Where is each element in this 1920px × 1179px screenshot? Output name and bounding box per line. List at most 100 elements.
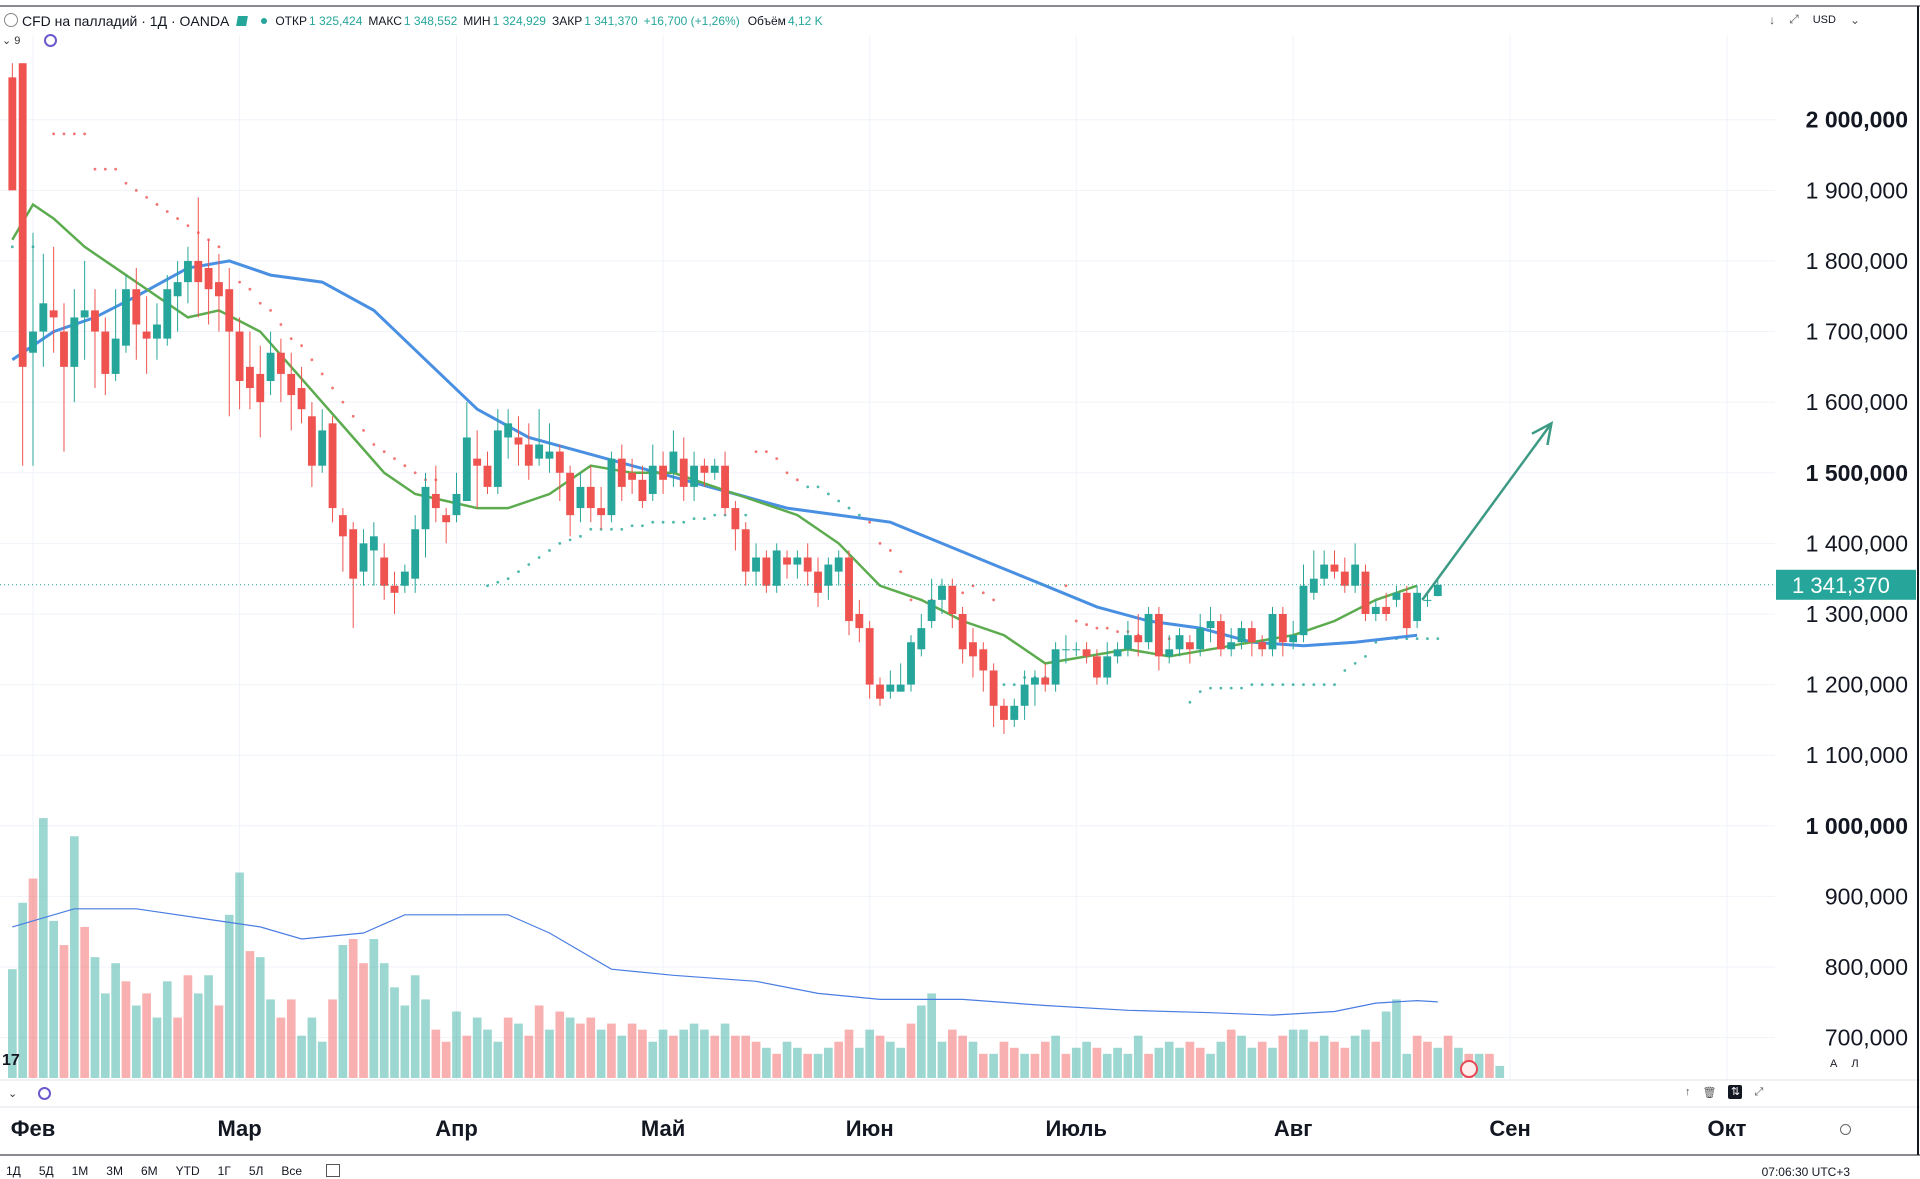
psar-dot bbox=[1188, 700, 1192, 704]
psar-dot bbox=[1012, 683, 1016, 686]
psar-dot bbox=[1415, 637, 1419, 641]
last-price-badge bbox=[1776, 569, 1916, 600]
volume-bar bbox=[1113, 1047, 1122, 1078]
volume-bar bbox=[1485, 1053, 1494, 1078]
candle-body bbox=[1361, 571, 1370, 614]
pane-swap-icon[interactable]: ⇅ bbox=[1728, 1085, 1743, 1099]
volume-bar bbox=[421, 999, 430, 1078]
tf-6m[interactable]: 6М bbox=[140, 1163, 158, 1178]
candle-body bbox=[153, 324, 161, 339]
volume-bar bbox=[1092, 1047, 1102, 1078]
candle-body bbox=[1392, 592, 1401, 600]
us-flag-event-icon[interactable] bbox=[1460, 1060, 1478, 1078]
psar-dot bbox=[1333, 683, 1336, 686]
volume-bar bbox=[379, 963, 389, 1078]
y-tick-label: 700,000 bbox=[1825, 1025, 1908, 1051]
tf-5d[interactable]: 5Д bbox=[38, 1163, 54, 1178]
candle-body bbox=[349, 529, 358, 579]
psar-dot bbox=[837, 499, 841, 503]
psar-dot bbox=[310, 358, 314, 362]
volume-bar bbox=[772, 1053, 782, 1078]
volume-bar bbox=[720, 1023, 730, 1078]
psar-dot bbox=[1095, 626, 1099, 630]
candle-body bbox=[834, 557, 843, 572]
refresh-icon[interactable] bbox=[44, 34, 58, 47]
candle-body bbox=[287, 373, 296, 396]
volume-bar bbox=[152, 1017, 162, 1078]
volume-bar bbox=[1392, 999, 1401, 1078]
gear-icon[interactable] bbox=[1840, 1124, 1851, 1135]
psar-dot bbox=[362, 429, 365, 432]
psar-dot bbox=[620, 527, 624, 531]
psar-dot bbox=[320, 372, 324, 376]
volume-bar bbox=[844, 1029, 854, 1078]
tf-3m[interactable]: 3М bbox=[106, 1163, 123, 1178]
candle-body bbox=[1154, 613, 1163, 657]
volume-bar bbox=[266, 999, 275, 1078]
volume-bar bbox=[1237, 1035, 1246, 1078]
log-scale-button[interactable]: Л bbox=[1851, 1058, 1859, 1070]
candle-body bbox=[690, 465, 698, 487]
psar-dot bbox=[981, 591, 985, 595]
psar-dot bbox=[589, 527, 593, 531]
psar-dot bbox=[703, 517, 706, 521]
candle-body bbox=[39, 303, 48, 332]
y-tick-label: 1 400,000 bbox=[1806, 530, 1908, 556]
psar-dot bbox=[1322, 683, 1326, 686]
candle-body bbox=[1216, 621, 1225, 650]
symbol-title[interactable]: CFD на палладий · 1Д · OANDA bbox=[4, 13, 229, 29]
trash-icon[interactable]: 🗑 bbox=[1702, 1086, 1717, 1099]
tf-all[interactable]: Все bbox=[281, 1163, 303, 1178]
volume-bar bbox=[565, 1017, 575, 1078]
candle-body bbox=[173, 282, 182, 297]
volume-bar bbox=[1061, 1053, 1071, 1078]
volume-bar bbox=[390, 987, 399, 1078]
volume-bar bbox=[751, 1041, 761, 1078]
fullscreen-icon[interactable]: ⤢ bbox=[1789, 12, 1799, 26]
volume-bar bbox=[978, 1053, 988, 1078]
sync-icon[interactable] bbox=[38, 1087, 51, 1100]
maximize-pane-icon[interactable]: ⤢ bbox=[1754, 1085, 1764, 1098]
psar-dot bbox=[744, 513, 748, 517]
low-label: МИН bbox=[463, 14, 491, 28]
volume-bar bbox=[514, 1023, 523, 1078]
volume-bar bbox=[1340, 1047, 1350, 1078]
volume-bar bbox=[627, 1023, 637, 1078]
volume-bar bbox=[1123, 1053, 1133, 1078]
candle-body bbox=[555, 451, 564, 473]
tf-1y[interactable]: 1Г bbox=[217, 1163, 231, 1178]
volume-bar bbox=[1051, 1035, 1060, 1078]
move-up-icon[interactable]: ↑ bbox=[1685, 1086, 1691, 1098]
candle-body bbox=[1196, 628, 1205, 650]
x-month-label: Сен bbox=[1489, 1116, 1530, 1141]
close-label: ЗАКР bbox=[551, 14, 583, 28]
candle-body bbox=[927, 599, 936, 622]
candle-body bbox=[1020, 684, 1029, 706]
psar-dot bbox=[1002, 683, 1006, 686]
candle-body bbox=[1031, 677, 1039, 685]
candle-body bbox=[958, 613, 967, 650]
volume-bar bbox=[1154, 1047, 1164, 1078]
tf-ytd[interactable]: YTD bbox=[175, 1163, 200, 1178]
psar-dot bbox=[909, 598, 913, 602]
volume-bar bbox=[8, 969, 17, 1078]
scroll-toggle-icon[interactable]: ⌄ bbox=[8, 1088, 18, 1100]
psar-dot bbox=[961, 591, 965, 595]
psar-dot bbox=[331, 386, 334, 390]
tf-1m[interactable]: 1М bbox=[71, 1163, 89, 1178]
tf-1d[interactable]: 1Д bbox=[6, 1163, 21, 1178]
candle-body bbox=[989, 670, 998, 706]
low-value: 1 324,929 bbox=[492, 14, 546, 28]
currency-select[interactable]: USD bbox=[1812, 13, 1836, 26]
tf-5y[interactable]: 5Л bbox=[248, 1163, 264, 1178]
psar-dot bbox=[165, 210, 169, 213]
volume-bar bbox=[1009, 1047, 1019, 1078]
auto-scale-button[interactable]: А bbox=[1830, 1058, 1838, 1070]
calendar-icon[interactable] bbox=[326, 1164, 341, 1177]
indicators-toggle[interactable]: ⌄ 9 bbox=[2, 34, 20, 47]
psar-dot bbox=[289, 337, 293, 341]
currency-menu-icon[interactable]: ⌄ bbox=[1849, 12, 1860, 27]
download-icon[interactable]: ↓ bbox=[1769, 12, 1776, 27]
volume-bar bbox=[855, 1047, 864, 1078]
